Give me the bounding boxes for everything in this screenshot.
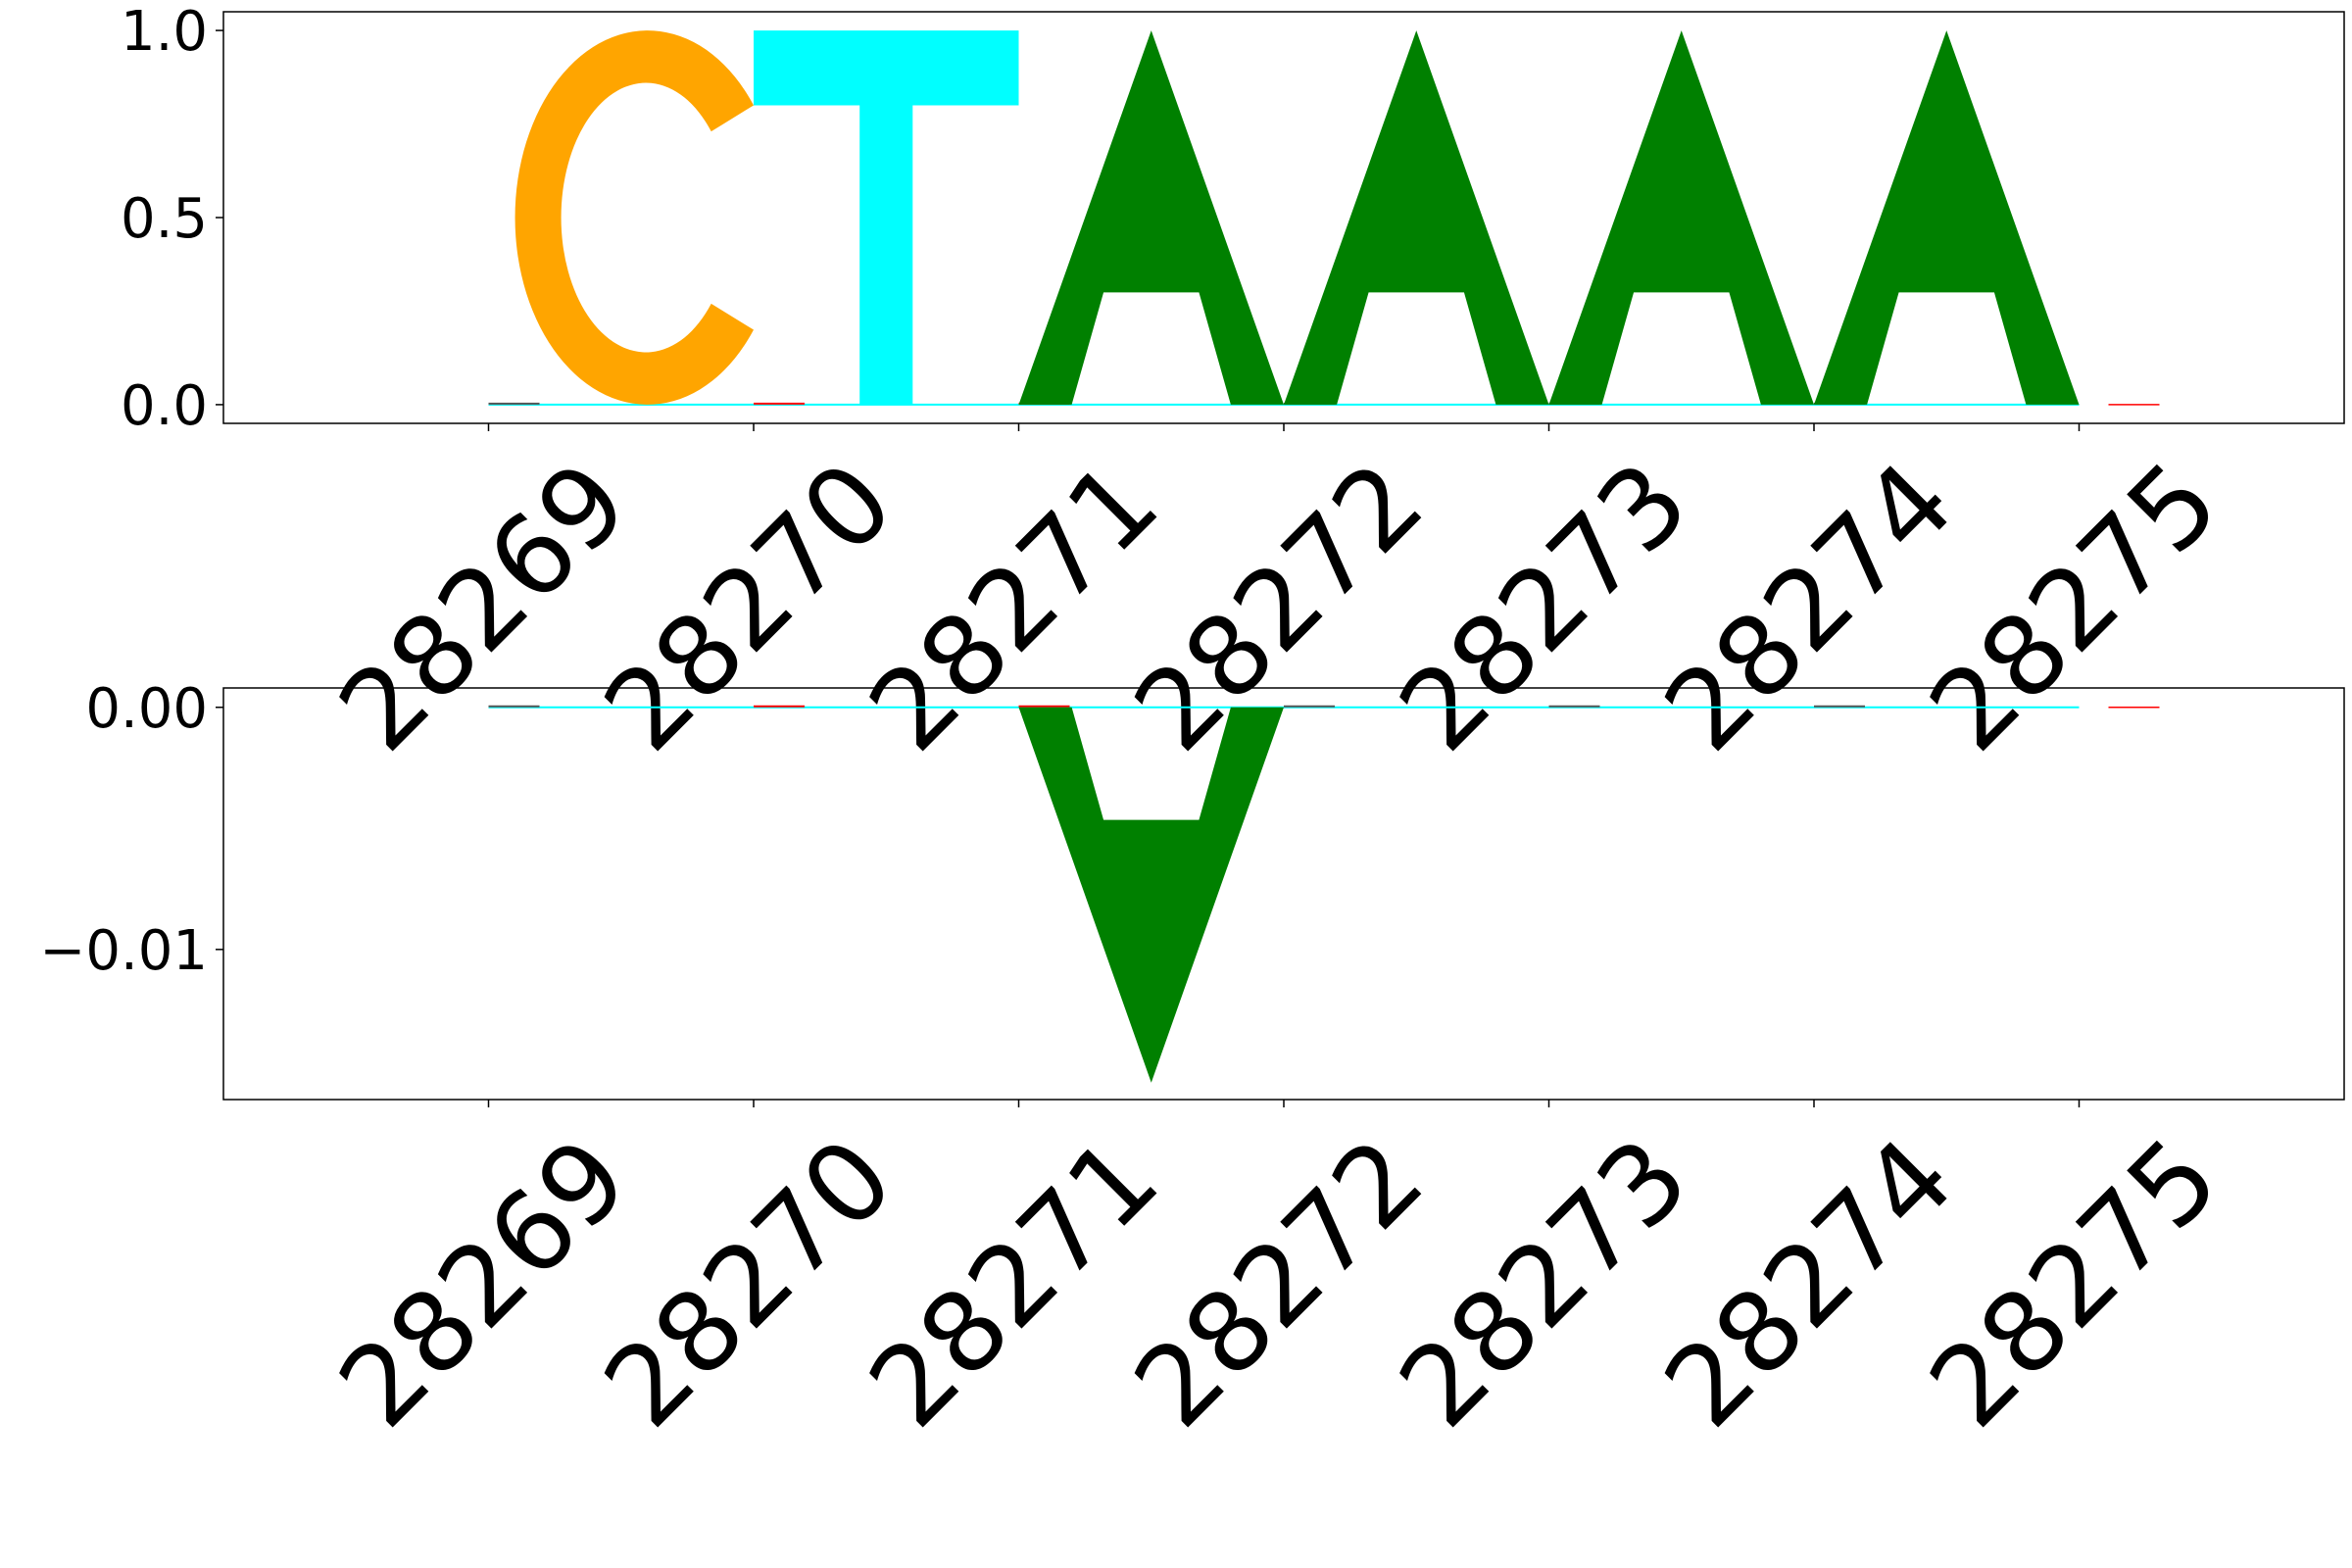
x-tick-label: 28273: [1376, 438, 1713, 775]
x-tick-label: 28271: [846, 438, 1183, 775]
logo-letter-a: [1018, 707, 1284, 1083]
y-tick-label: 0.5: [121, 187, 208, 251]
y-tick-label: 0.00: [85, 677, 208, 741]
axes-frame: [222, 687, 2345, 1101]
x-tick-label: 28269: [316, 438, 653, 775]
x-tick-label: 28274: [1641, 438, 1978, 775]
y-tick-label: −0.01: [39, 919, 208, 983]
logo-letter-c: [514, 30, 754, 405]
y-tick-label: 0.0: [121, 374, 208, 438]
logo-letter-a: [1018, 30, 1284, 405]
bottom-logo-panel: 0.00 −0.01 2826928270282712827228273282742…: [39, 677, 2345, 1451]
x-tick-label: 28271: [846, 1114, 1183, 1451]
x-tick-label: 28272: [1110, 438, 1447, 775]
x-tick-label: 28275: [1906, 438, 2243, 775]
x-tick-label: 28272: [1110, 1114, 1447, 1451]
logo-letter-t: [754, 30, 1019, 405]
logo-letter-a: [1548, 30, 1814, 405]
logo-letter-a: [1284, 30, 1549, 405]
x-tick-label: 28274: [1641, 1114, 1978, 1451]
x-tick-label: 28275: [1906, 1114, 2243, 1451]
x-tick-label: 28269: [316, 1114, 653, 1451]
y-tick-label: 1.0: [121, 0, 208, 64]
top-logo-panel: 0.0 0.5 1.0 2826928270282712827228273282742…: [121, 0, 2345, 775]
x-tick-label: 28270: [580, 438, 917, 775]
x-tick-label: 28270: [580, 1114, 917, 1451]
logo-letter-a: [1814, 30, 2080, 405]
x-tick-label: 28273: [1376, 1114, 1713, 1451]
